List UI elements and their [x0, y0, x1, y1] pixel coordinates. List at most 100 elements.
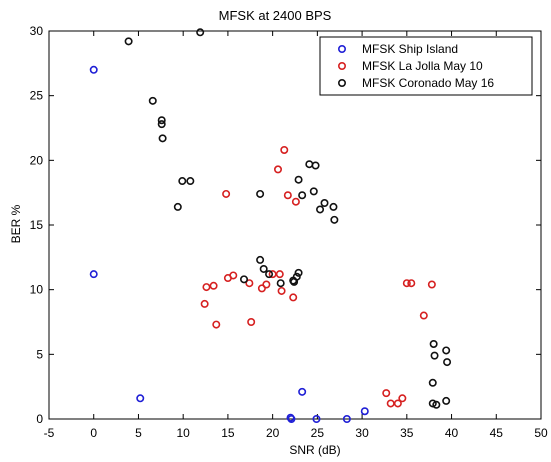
data-point	[280, 145, 289, 154]
data-point	[89, 65, 98, 74]
legend-marker	[337, 79, 346, 88]
data-point	[382, 389, 391, 398]
data-point	[398, 394, 407, 403]
data-point	[275, 270, 284, 279]
data-point	[429, 339, 438, 348]
data-point	[442, 396, 451, 405]
data-point	[430, 351, 439, 360]
data-point	[262, 280, 271, 289]
data-point	[277, 286, 286, 295]
x-tick-label: 30	[355, 426, 369, 440]
data-point	[276, 279, 285, 288]
x-tick-label: 40	[445, 426, 459, 440]
legend-marker	[337, 44, 346, 53]
data-point	[257, 284, 266, 293]
data-point	[298, 387, 307, 396]
x-axis-label: SNR (dB)	[289, 443, 340, 457]
legend: MFSK Ship Island MFSK La Jolla May 10 MFSK…	[319, 36, 533, 96]
data-point	[124, 37, 133, 46]
y-tick-label: 0	[36, 412, 43, 426]
data-point	[259, 264, 268, 273]
y-tick-label: 25	[30, 89, 44, 103]
legend-box	[319, 36, 533, 96]
data-point	[330, 215, 339, 224]
x-tick-label: -5	[44, 426, 55, 440]
data-point	[274, 165, 283, 174]
data-point	[428, 399, 437, 408]
data-point	[294, 268, 303, 277]
data-point	[291, 197, 300, 206]
y-axis-label: BER %	[9, 204, 23, 243]
data-point	[305, 160, 314, 169]
data-point	[428, 378, 437, 387]
data-point	[256, 189, 265, 198]
data-point	[298, 191, 307, 200]
x-tick-label: 15	[221, 426, 235, 440]
legend-label: MFSK Ship Island	[362, 42, 458, 56]
x-tick-label: 45	[490, 426, 504, 440]
data-point	[148, 96, 157, 105]
data-point	[173, 202, 182, 211]
data-point	[247, 317, 256, 326]
data-point	[329, 202, 338, 211]
data-point	[209, 281, 218, 290]
x-tick-label: 20	[266, 426, 280, 440]
data-point	[229, 271, 238, 280]
legend-label: MFSK Coronado May 16	[362, 76, 494, 90]
data-point	[178, 177, 187, 186]
data-point	[89, 270, 98, 279]
legend-label: MFSK La Jolla May 10	[362, 59, 483, 73]
data-point	[443, 358, 452, 367]
series-2	[124, 28, 452, 409]
data-point	[442, 346, 451, 355]
x-tick-label: 5	[135, 426, 142, 440]
data-point	[432, 400, 441, 409]
data-point	[311, 161, 320, 170]
x-tick-label: 50	[534, 426, 548, 440]
data-point	[292, 272, 301, 281]
y-tick-label: 15	[30, 218, 44, 232]
legend-marker	[337, 61, 346, 70]
data-point	[136, 394, 145, 403]
data-point	[402, 279, 411, 288]
data-points	[89, 28, 452, 423]
data-point	[312, 414, 321, 423]
series-0	[89, 65, 369, 423]
data-point	[294, 175, 303, 184]
data-point	[202, 283, 211, 292]
y-tick-label: 20	[30, 153, 44, 167]
y-tick-label: 10	[30, 283, 44, 297]
data-point	[245, 279, 254, 288]
data-point	[186, 177, 195, 186]
x-tick-label: 10	[177, 426, 191, 440]
data-point	[157, 116, 166, 125]
data-point	[309, 187, 318, 196]
y-tick-label: 5	[36, 347, 43, 361]
series-1	[200, 145, 436, 408]
data-point	[283, 191, 292, 200]
data-point	[407, 279, 416, 288]
data-point	[157, 120, 166, 129]
data-point	[419, 311, 428, 320]
data-point	[200, 299, 209, 308]
chart-title: MFSK at 2400 BPS	[219, 8, 332, 23]
x-tick-label: 25	[311, 426, 325, 440]
data-point	[287, 414, 296, 423]
data-point	[256, 255, 265, 264]
x-tick-label: 0	[90, 426, 97, 440]
x-tick-label: 35	[400, 426, 414, 440]
data-point	[320, 199, 329, 208]
data-point	[265, 270, 274, 279]
data-point	[316, 205, 325, 214]
data-point	[386, 399, 395, 408]
data-point	[360, 407, 369, 416]
y-tick-label: 30	[30, 24, 44, 38]
data-point	[240, 275, 249, 284]
data-point	[289, 293, 298, 302]
data-point	[342, 414, 351, 423]
data-point	[222, 189, 231, 198]
data-point	[212, 320, 221, 329]
